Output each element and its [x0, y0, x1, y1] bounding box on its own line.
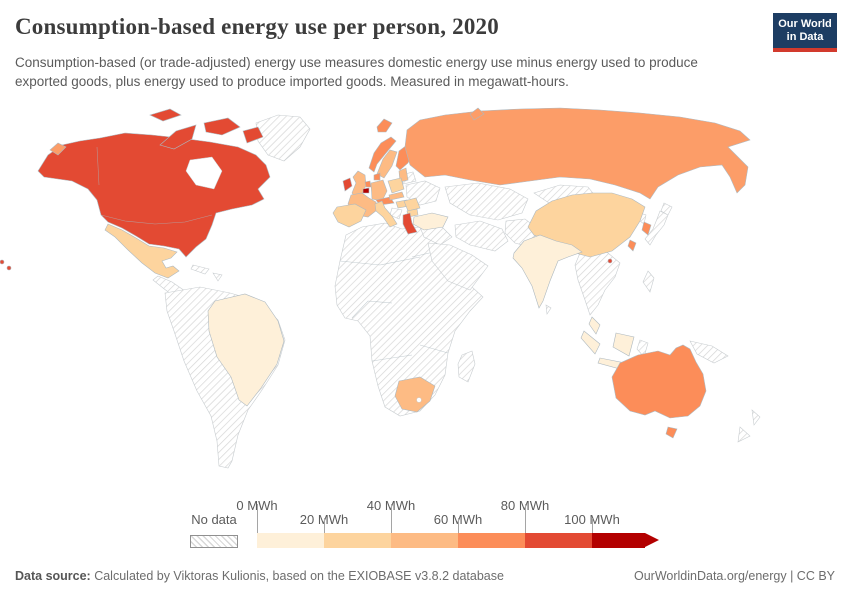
legend-no-data-label: No data [191, 512, 237, 527]
country-arabia[interactable] [427, 242, 489, 291]
country-japan[interactable] [644, 202, 673, 246]
country-malaysia[interactable] [588, 316, 601, 335]
owid-logo-line1: Our World [778, 18, 832, 30]
legend-tick-mark [525, 504, 526, 533]
country-brazil[interactable] [207, 293, 285, 407]
map-legend: No data 0 MWh 20 MWh 40 MWh 60 MWh 80 MWh 100… [0, 498, 850, 560]
country-canadian-arctic[interactable] [149, 108, 264, 150]
country-mexico[interactable] [104, 223, 180, 279]
country-denmark[interactable] [373, 172, 381, 181]
country-australia[interactable] [611, 344, 707, 419]
legend-no-data-swatch[interactable] [190, 535, 238, 548]
legend-tick-mark [324, 518, 325, 533]
country-hawaii[interactable] [0, 259, 5, 265]
world-map [0, 105, 850, 500]
owid-logo[interactable]: Our World in Data [773, 13, 837, 53]
country-balkans[interactable] [389, 207, 403, 220]
country-new-guinea[interactable] [689, 340, 729, 364]
legend-tick-label[interactable]: 100 MWh [564, 512, 620, 527]
legend-tick-mark [391, 504, 392, 533]
lesotho [416, 397, 422, 403]
country-netherlands[interactable] [364, 180, 372, 188]
country-hispaniola[interactable] [212, 272, 223, 282]
page-subtitle: Consumption-based (or trade-adjusted) en… [15, 55, 698, 90]
footer-link[interactable]: OurWorldinData.org/energy | CC BY [633, 569, 835, 583]
country-canada-usa[interactable] [37, 132, 271, 258]
country-sumatra[interactable] [580, 330, 601, 355]
hudson-bay [185, 156, 223, 190]
country-borneo[interactable] [612, 332, 635, 357]
country-south-korea[interactable] [641, 221, 652, 236]
country-greece[interactable] [402, 212, 418, 235]
country-greenland[interactable] [255, 114, 311, 162]
country-madagascar[interactable] [457, 350, 476, 383]
country-russia[interactable] [404, 107, 751, 200]
country-south-africa[interactable] [394, 376, 436, 413]
footer-source-text: Calculated by Viktoras Kulionis, based o… [90, 569, 504, 583]
country-new-zealand-south[interactable] [737, 426, 751, 443]
legend-tick-label[interactable]: 0 MWh [236, 498, 278, 513]
country-hong-kong[interactable] [607, 258, 613, 264]
country-sweden[interactable] [376, 149, 398, 179]
legend-band-1[interactable] [257, 533, 324, 548]
country-iceland[interactable] [376, 118, 393, 133]
country-turkey[interactable] [412, 212, 449, 231]
legend-tick-mark [592, 518, 593, 533]
country-central-asia[interactable] [444, 182, 529, 221]
country-czech-slovakia[interactable] [388, 191, 405, 201]
country-iran[interactable] [454, 220, 509, 252]
footer-source-label: Data source: [15, 569, 91, 583]
country-cuba[interactable] [190, 264, 210, 275]
country-germany[interactable] [370, 179, 388, 202]
africa-borders [339, 250, 449, 362]
country-romania[interactable] [403, 197, 421, 212]
country-philippines[interactable] [642, 270, 655, 293]
country-russia-wrap[interactable] [49, 142, 67, 156]
legend-band-2[interactable] [324, 533, 391, 548]
canada-usa-border [96, 146, 213, 225]
page-title: Consumption-based energy use per person,… [15, 14, 499, 39]
country-hawaii-2[interactable] [6, 265, 12, 271]
legend-band-5[interactable] [525, 533, 592, 548]
country-ireland[interactable] [342, 177, 353, 192]
country-se-asia-mainland[interactable] [574, 246, 621, 316]
legend-tick-mark [458, 518, 459, 533]
country-novaya-zemlya[interactable] [469, 107, 485, 121]
country-sri-lanka[interactable] [545, 304, 552, 315]
legend-tick-mark [257, 504, 258, 533]
legend-arrow [645, 533, 659, 547]
country-taiwan[interactable] [627, 239, 637, 252]
country-belgium[interactable] [362, 187, 370, 194]
country-norway[interactable] [368, 136, 397, 173]
legend-band-3[interactable] [391, 533, 458, 548]
country-poland[interactable] [387, 177, 405, 194]
country-india[interactable] [512, 234, 583, 309]
country-new-zealand-north[interactable] [751, 409, 761, 426]
footer: Data source: Calculated by Viktoras Kuli… [15, 569, 835, 583]
owid-logo-line2: in Data [786, 31, 824, 44]
country-iberia[interactable] [332, 203, 367, 228]
country-tasmania[interactable] [665, 426, 678, 439]
legend-band-4[interactable] [458, 533, 525, 548]
footer-source: Data source: Calculated by Viktoras Kuli… [15, 569, 504, 583]
country-italy[interactable] [374, 200, 398, 228]
legend-band-6[interactable] [592, 533, 645, 548]
